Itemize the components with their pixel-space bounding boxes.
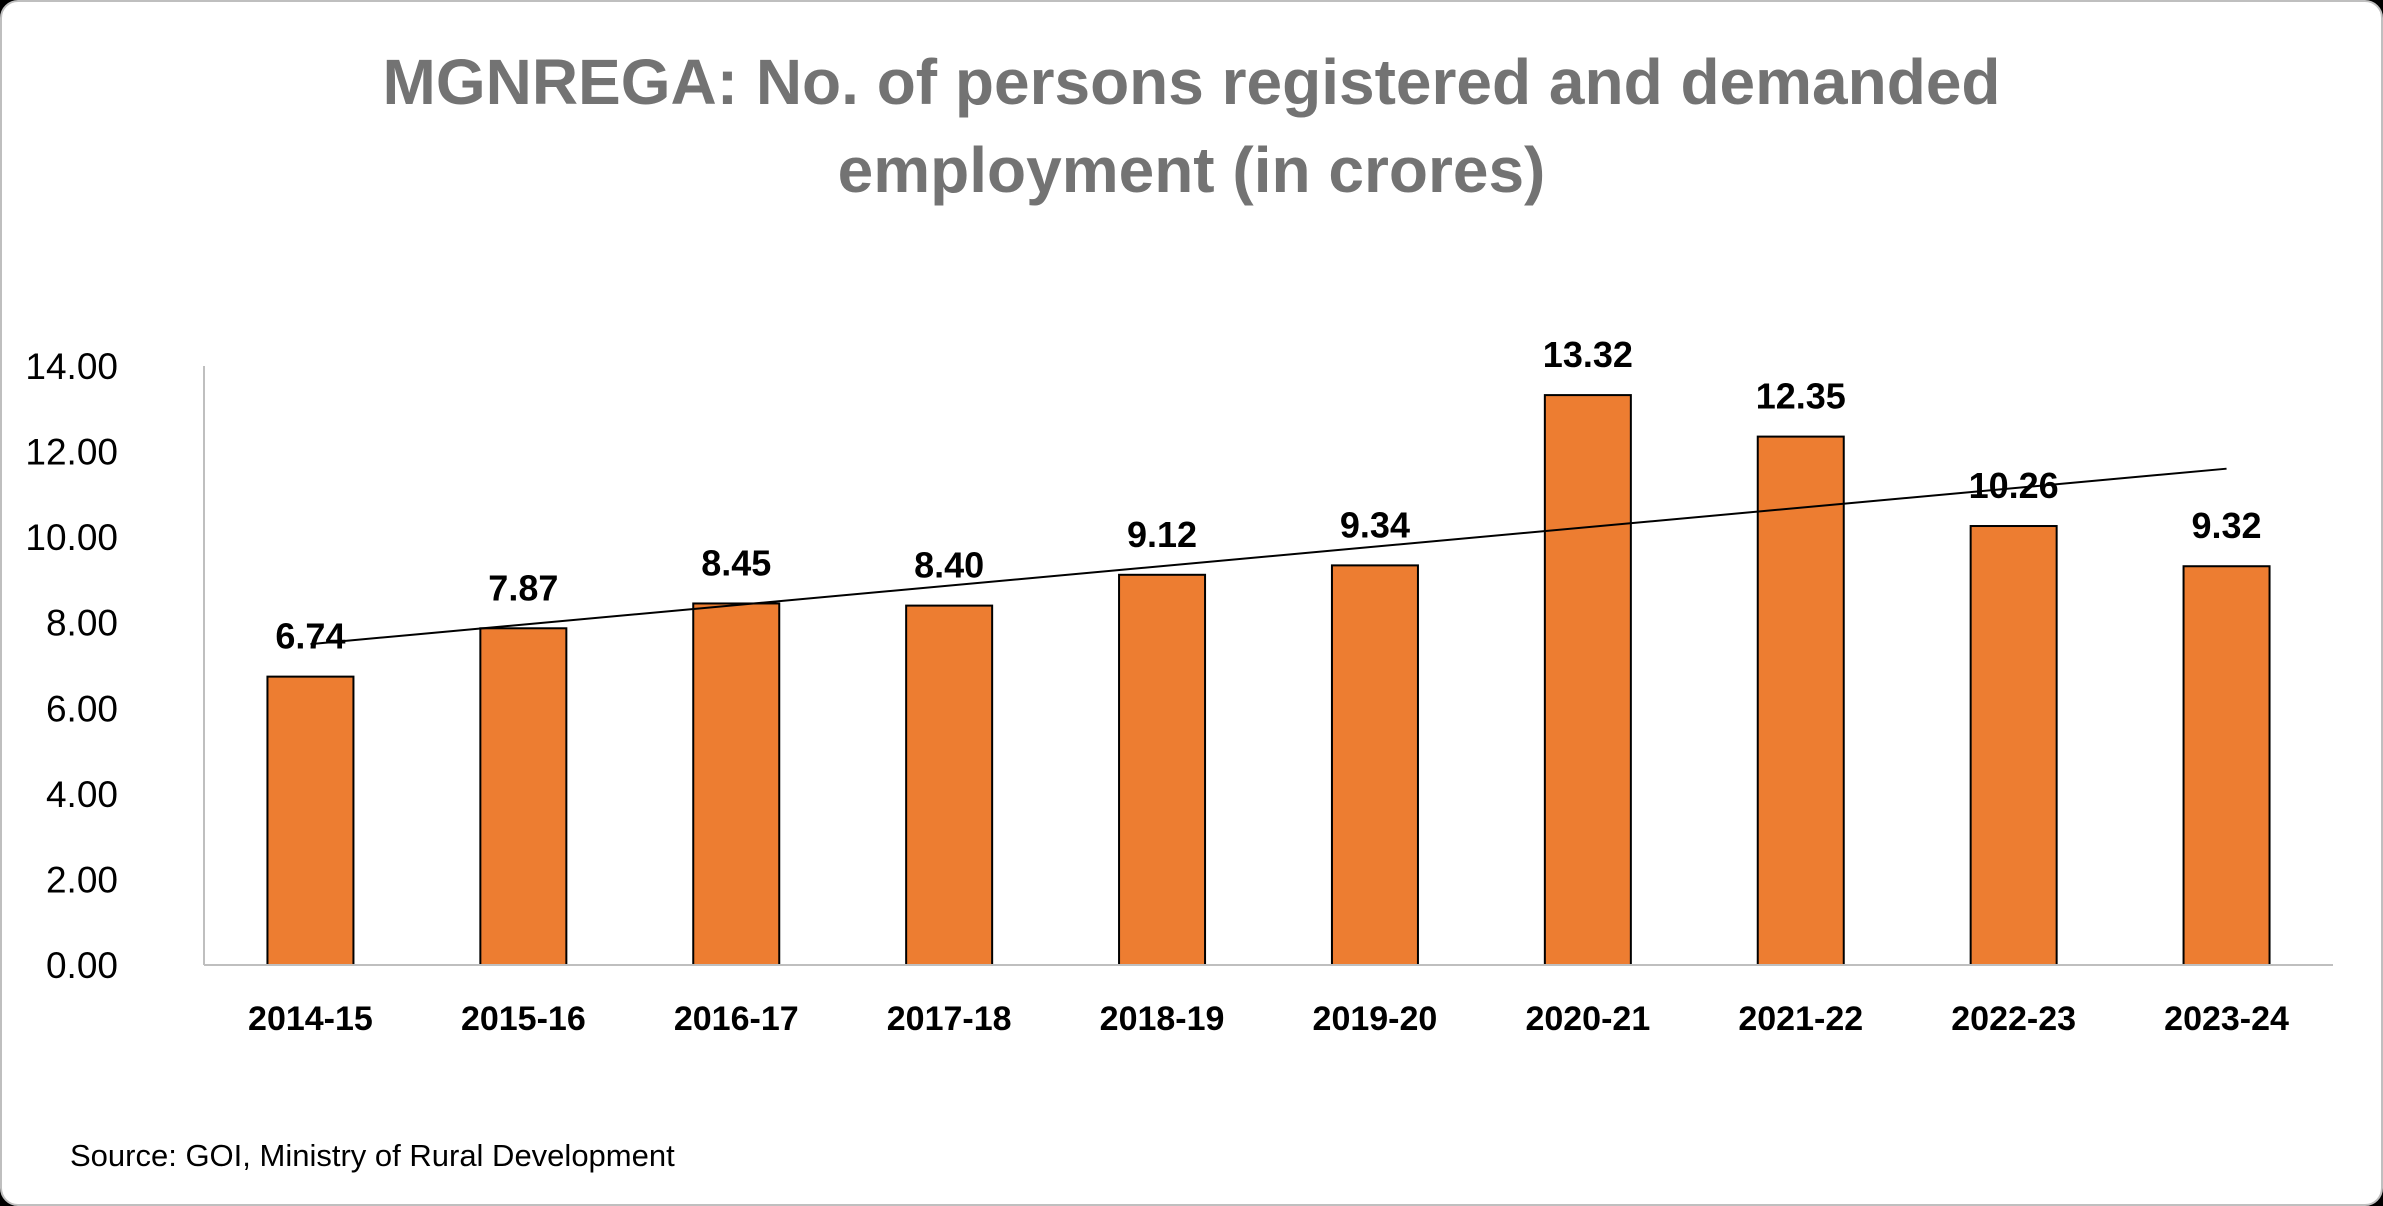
data-label: 13.32 (1543, 334, 1633, 375)
bar-2014-15 (266, 675, 355, 966)
y-tick-label: 14.00 (25, 346, 118, 387)
y-tick-label: 0.00 (46, 945, 118, 986)
y-axis-ticks: 0.00 2.00 4.00 6.00 8.00 10.00 12.00 14.00 (25, 346, 118, 986)
x-tick-label: 2018-19 (1100, 1000, 1225, 1038)
data-label: 10.26 (1969, 465, 2059, 506)
bar-2015-16 (479, 627, 568, 966)
data-label: 9.34 (1340, 504, 1410, 545)
y-tick-label: 6.00 (46, 688, 118, 729)
y-tick-label: 8.00 (46, 603, 118, 644)
bar-2017-18 (905, 604, 994, 966)
y-tick-label: 4.00 (46, 774, 118, 815)
data-label: 8.45 (701, 542, 771, 583)
y-tick-label: 2.00 (46, 859, 118, 900)
data-label: 6.74 (275, 616, 345, 657)
x-tick-label: 2016-17 (674, 1000, 799, 1038)
y-tick-label: 12.00 (25, 432, 118, 473)
chart-title-line1: MGNREGA: No. of persons registered and d… (382, 46, 2001, 118)
x-tick-label: 2020-21 (1525, 1000, 1650, 1038)
bar-2020-21 (1543, 394, 1632, 966)
data-label: 8.40 (914, 545, 984, 586)
data-labels: 6.74 7.87 8.45 8.40 9.12 9.34 13.32 12.35 10.26 9… (275, 334, 2261, 657)
x-tick-label: 2019-20 (1313, 1000, 1438, 1038)
bar-series (266, 394, 2271, 967)
bar-2021-22 (1756, 435, 1845, 966)
x-tick-label: 2023-24 (2164, 1000, 2289, 1038)
x-tick-label: 2014-15 (248, 1000, 373, 1038)
data-label: 9.32 (2192, 505, 2262, 546)
bar-2022-23 (1969, 525, 2058, 966)
x-tick-label: 2015-16 (461, 1000, 586, 1038)
data-label: 12.35 (1756, 376, 1846, 417)
data-label: 9.12 (1127, 514, 1197, 555)
y-tick-label: 10.00 (25, 517, 118, 558)
trendline (310, 467, 2227, 646)
bar-2019-20 (1330, 564, 1419, 966)
x-tick-label: 2022-23 (1951, 1000, 2076, 1038)
x-tick-label: 2017-18 (887, 1000, 1012, 1038)
chart-title: MGNREGA: No. of persons registered and d… (0, 38, 2383, 214)
chart-title-line2: employment (in crores) (837, 134, 1546, 206)
x-tick-label: 2021-22 (1738, 1000, 1863, 1038)
bar-2018-19 (1118, 573, 1207, 967)
source-note: Source: GOI, Ministry of Rural Developme… (70, 1138, 675, 1173)
bar-2023-24 (2182, 565, 2271, 966)
bar-2016-17 (692, 602, 781, 966)
x-axis-ticks: 2014-15 2015-16 2016-17 2017-18 2018-19 2019-… (248, 1000, 2289, 1038)
data-label: 7.87 (488, 567, 558, 608)
